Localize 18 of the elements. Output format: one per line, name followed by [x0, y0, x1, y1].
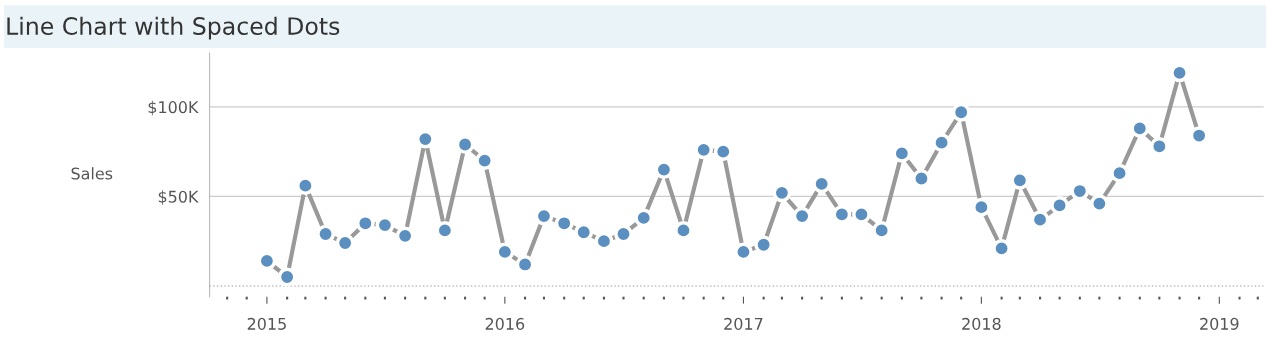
point: [972, 197, 991, 217]
x-tick-label: 2018: [962, 317, 1001, 330]
x-tick-label: 2015: [247, 317, 286, 330]
chart-title: Line Chart with Spaced Dots: [7, 16, 340, 40]
x-tick-label: 2019: [1200, 317, 1239, 330]
point: [1110, 163, 1129, 183]
y-tick-label: $100K: [148, 100, 199, 116]
y-tick-label: $50K: [158, 190, 199, 205]
point: [1050, 195, 1069, 215]
point: [932, 133, 951, 153]
point: [832, 204, 852, 224]
point: [296, 176, 315, 196]
point: [713, 142, 733, 162]
point: [992, 238, 1011, 258]
x-tick-label: 2016: [485, 317, 525, 330]
y-axis-title: Sales: [71, 167, 113, 180]
x-tick-label: 2017: [724, 317, 763, 330]
point: [1149, 136, 1169, 156]
